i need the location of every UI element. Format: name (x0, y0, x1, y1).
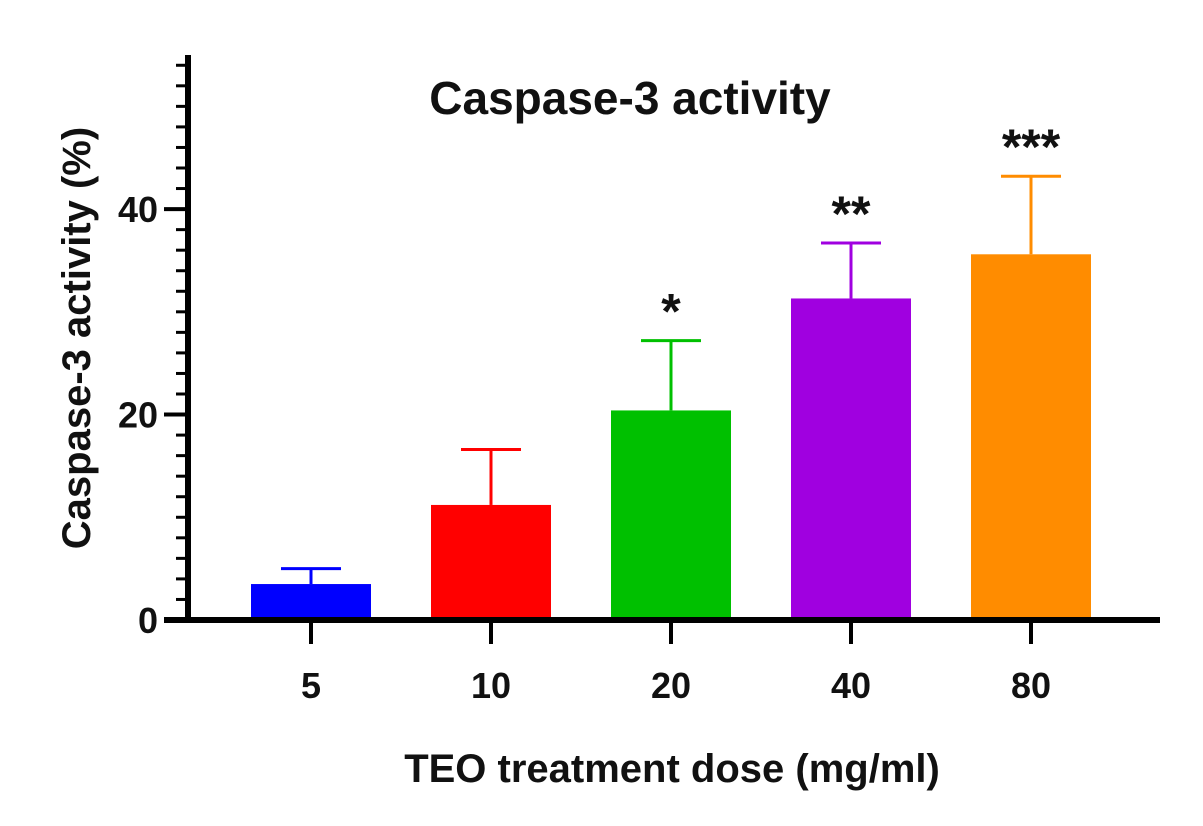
bar-80 (971, 254, 1091, 621)
y-tick-label-40: 40 (118, 189, 158, 230)
bar-10 (431, 504, 551, 620)
x-tick-label-40: 40 (831, 665, 871, 706)
x-axis-title: TEO treatment dose (mg/ml) (404, 747, 940, 791)
x-tick-label-80: 80 (1011, 665, 1051, 706)
y-tick-label-20: 20 (118, 395, 158, 436)
bar-20 (611, 410, 731, 620)
significance-20: * (661, 284, 681, 340)
bars-group (251, 254, 1091, 621)
axes-group: 5 10 20 40 80 0 20 40 (118, 55, 1160, 706)
error-bars-group (281, 174, 1061, 585)
significance-80: *** (1002, 119, 1061, 175)
y-tick-label-0: 0 (138, 600, 158, 641)
significance-40: ** (832, 186, 871, 242)
bar-40 (791, 298, 911, 620)
significance-group: ****** (661, 119, 1060, 339)
x-tick-label-10: 10 (471, 665, 511, 706)
chart-title: Caspase-3 activity (429, 72, 831, 124)
x-tick-label-5: 5 (301, 665, 321, 706)
x-tick-label-20: 20 (651, 665, 691, 706)
bar-5 (251, 584, 371, 620)
y-axis-title: Caspase-3 activity (%) (55, 127, 99, 549)
